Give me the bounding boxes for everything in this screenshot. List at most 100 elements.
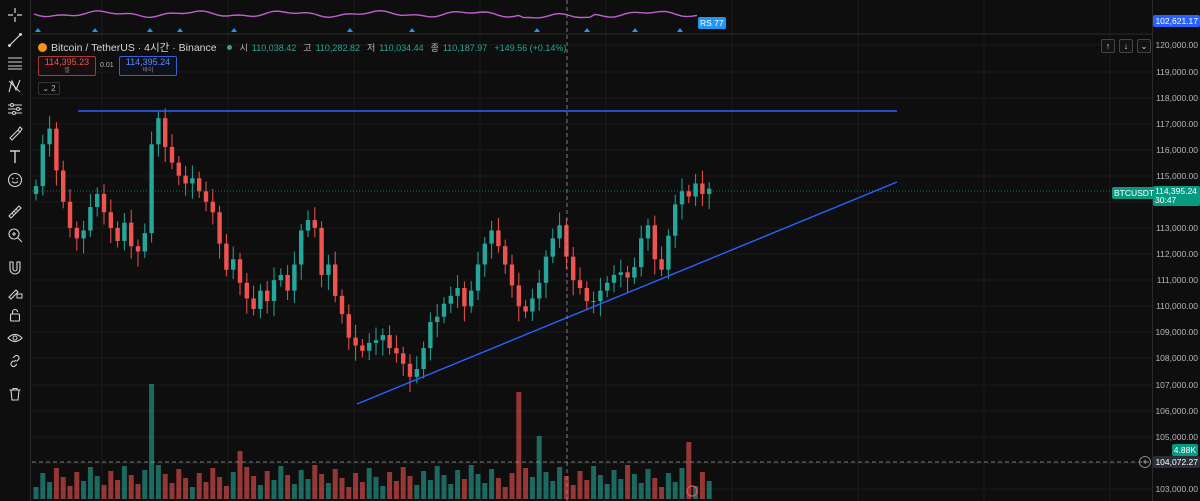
- chart-overlay: [32, 0, 1152, 501]
- sell-button[interactable]: 114,395.23 셀: [38, 56, 96, 76]
- rsi-marker: [35, 28, 41, 32]
- price-tick: 108,000.00: [1155, 353, 1198, 363]
- crosshair-tool[interactable]: [3, 4, 27, 26]
- buy-button[interactable]: 114,395.24 바이: [119, 56, 177, 76]
- pattern-tool[interactable]: [3, 75, 27, 97]
- candle-body: [707, 188, 712, 194]
- volume-bar: [686, 442, 692, 499]
- current-price: 114,395.24: [1155, 186, 1197, 196]
- indicator-value-tag: 102,621.17: [1153, 15, 1200, 27]
- bitcoin-logo-icon: [38, 43, 47, 52]
- volume-bar: [74, 472, 80, 499]
- candle-body: [339, 295, 345, 315]
- candle-body: [645, 225, 651, 239]
- ruler-tool[interactable]: [3, 201, 27, 223]
- delete-tool[interactable]: [3, 383, 27, 405]
- volume-bar: [257, 485, 263, 499]
- volume-bar: [407, 476, 413, 499]
- volume-bar: [128, 475, 134, 499]
- candle-body: [618, 272, 623, 275]
- trendline-icon: [8, 33, 22, 47]
- volume-bar: [611, 470, 617, 499]
- volume-bar: [625, 465, 631, 499]
- volume-bar: [366, 468, 372, 499]
- trash-icon: [9, 387, 21, 401]
- volume-bar: [203, 482, 209, 499]
- candle-body: [237, 259, 243, 283]
- candle-body: [271, 280, 277, 302]
- price-chart[interactable]: [32, 0, 1152, 501]
- candle-body: [530, 298, 535, 312]
- visibility-tool[interactable]: [3, 327, 27, 349]
- scroll-up-button[interactable]: ↑: [1101, 39, 1115, 53]
- scroll-down-button[interactable]: ↓: [1119, 39, 1133, 53]
- zoom-tool[interactable]: [3, 224, 27, 246]
- arrow-down-icon: ↓: [1123, 41, 1129, 51]
- candle-body: [163, 118, 168, 147]
- symbol-legend: Bitcoin / TetherUS · 4시간 · Binance 시 110,…: [38, 40, 569, 55]
- candle-body: [156, 118, 161, 145]
- volume-bar: [149, 384, 155, 499]
- volume-bar: [176, 469, 182, 499]
- candle-body: [496, 230, 501, 247]
- lock-tool[interactable]: [3, 304, 27, 326]
- volume-bar: [455, 470, 461, 499]
- text-tool[interactable]: [3, 146, 27, 168]
- candle-body: [115, 227, 120, 241]
- volume-bar: [645, 469, 651, 499]
- eye-icon: [7, 333, 23, 343]
- trendline-tool[interactable]: [3, 29, 27, 51]
- add-alert-button[interactable]: +: [1139, 456, 1151, 468]
- candle-body: [564, 225, 569, 257]
- symbol-title[interactable]: Bitcoin / TetherUS · 4시간 · Binance: [51, 42, 217, 54]
- fib-tool[interactable]: [3, 52, 27, 74]
- candle-body: [659, 259, 664, 270]
- volume-tag: 4.88K: [1171, 444, 1198, 456]
- lock-drawing-tool[interactable]: [3, 281, 27, 303]
- price-tick: 111,000.00: [1156, 275, 1198, 285]
- price-tick: 115,000.00: [1156, 171, 1198, 181]
- candle-body: [244, 282, 249, 299]
- rsi-marker: [177, 28, 183, 32]
- ohlc-open-value: 110,038.42: [251, 42, 297, 53]
- chart-pane[interactable]: [32, 0, 1152, 501]
- volume-bar: [665, 473, 671, 499]
- volume-bar: [393, 481, 399, 499]
- pattern-icon: [8, 79, 21, 93]
- candle-body: [203, 191, 209, 202]
- collapse-pane-button[interactable]: ⌄: [1137, 39, 1151, 53]
- volume-bar: [543, 472, 549, 499]
- candle-body: [557, 225, 562, 239]
- volume-bar: [448, 484, 454, 499]
- brush-tool[interactable]: [3, 122, 27, 144]
- volume-bar: [155, 465, 161, 499]
- volume-bar: [230, 472, 236, 499]
- indicators-toggle[interactable]: ⌄ 2: [38, 82, 60, 95]
- volume-bar: [251, 476, 257, 499]
- volume-bar: [638, 483, 644, 499]
- volume-bar: [400, 467, 406, 499]
- market-status-dot: [226, 45, 232, 50]
- measure-settings-tool[interactable]: [3, 98, 27, 120]
- volume-bar: [516, 392, 522, 499]
- rsi-marker: [347, 28, 353, 32]
- brush-icon: [9, 126, 23, 141]
- emoji-tool[interactable]: [3, 169, 27, 191]
- ascending-trendline: [356, 181, 898, 405]
- drawing-toolbar: [0, 0, 31, 501]
- candle-body: [101, 193, 107, 213]
- rsi-marker: [231, 28, 237, 32]
- candle-body: [401, 353, 406, 364]
- link-tool[interactable]: [3, 350, 27, 372]
- candle-body: [231, 259, 236, 270]
- candle-body: [61, 170, 66, 202]
- price-axis[interactable]: 120,000.00 119,000.00 118,000.00 117,000.00…: [1152, 0, 1200, 501]
- volume-bar: [339, 478, 345, 499]
- candle-body: [183, 175, 188, 184]
- volume-bar: [421, 471, 427, 499]
- candle-body: [598, 290, 603, 302]
- volume-bar: [169, 483, 175, 499]
- price-tick: 117,000.00: [1156, 119, 1198, 129]
- magnet-tool[interactable]: [3, 257, 27, 279]
- volume-bar: [523, 468, 529, 499]
